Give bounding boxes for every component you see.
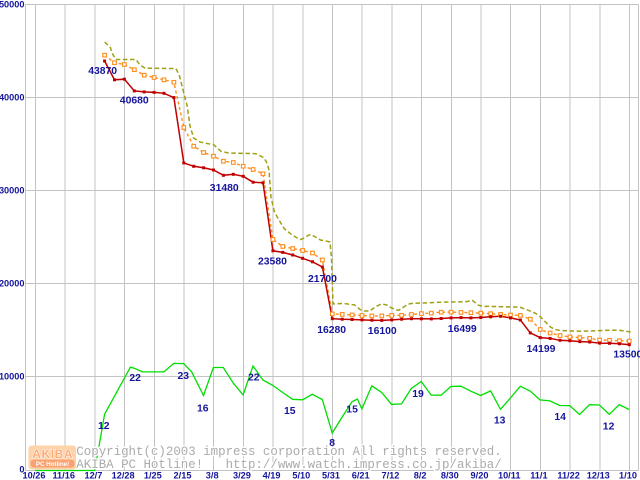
svg-text:10/26: 10/26 — [23, 471, 46, 480]
svg-text:30000: 30000 — [0, 186, 25, 196]
svg-text:20000: 20000 — [0, 279, 25, 289]
svg-text:12/7: 12/7 — [84, 471, 102, 480]
svg-text:3/29: 3/29 — [233, 471, 251, 480]
svg-text:12/13: 12/13 — [587, 471, 610, 480]
svg-text:11/16: 11/16 — [52, 471, 74, 480]
svg-text:13: 13 — [494, 416, 506, 427]
svg-text:19: 19 — [412, 389, 424, 400]
svg-text:11/1: 11/1 — [530, 471, 547, 480]
svg-text:8/2: 8/2 — [414, 471, 427, 480]
svg-text:AKIBA: AKIBA — [32, 447, 73, 461]
svg-text:0: 0 — [19, 465, 24, 475]
svg-text:7/12: 7/12 — [381, 471, 399, 480]
svg-text:5/31: 5/31 — [322, 471, 340, 480]
svg-text:23: 23 — [178, 371, 190, 382]
svg-text:16100: 16100 — [368, 326, 397, 337]
svg-text:22: 22 — [248, 372, 260, 383]
svg-text:6/21: 6/21 — [352, 471, 370, 480]
svg-text:12/28: 12/28 — [112, 471, 135, 480]
svg-text:10000: 10000 — [0, 372, 25, 382]
svg-text:31480: 31480 — [210, 183, 239, 194]
svg-text:13500: 13500 — [613, 350, 640, 361]
svg-text:15: 15 — [284, 406, 296, 417]
svg-text:AKIBA PC Hotline! http://www: AKIBA PC Hotline! http://www.watch.impre… — [76, 458, 501, 472]
svg-text:5/10: 5/10 — [292, 471, 310, 480]
svg-text:43870: 43870 — [88, 66, 117, 77]
svg-text:11/22: 11/22 — [557, 471, 579, 480]
svg-text:1/25: 1/25 — [144, 471, 162, 480]
svg-text:2/15: 2/15 — [174, 471, 192, 480]
svg-text:10/11: 10/11 — [498, 471, 520, 480]
svg-text:12: 12 — [603, 421, 615, 432]
svg-text:1/10: 1/10 — [619, 471, 637, 480]
svg-text:PC Hotline!: PC Hotline! — [36, 461, 69, 468]
svg-text:14: 14 — [554, 412, 566, 423]
svg-text:8/30: 8/30 — [441, 471, 459, 480]
svg-text:16: 16 — [197, 404, 209, 415]
svg-text:23580: 23580 — [258, 257, 287, 268]
svg-text:3/8: 3/8 — [206, 471, 219, 480]
svg-text:14199: 14199 — [527, 344, 556, 355]
svg-text:40680: 40680 — [120, 96, 149, 107]
svg-text:9/20: 9/20 — [471, 471, 489, 480]
svg-text:Copyright(c)2003 impress corpo: Copyright(c)2003 impress corporation All… — [76, 445, 501, 459]
svg-text:16499: 16499 — [448, 324, 477, 335]
svg-text:50000: 50000 — [0, 0, 25, 10]
svg-text:21700: 21700 — [308, 274, 337, 285]
svg-text:16280: 16280 — [317, 325, 346, 336]
svg-text:4/19: 4/19 — [263, 471, 281, 480]
svg-text:12: 12 — [98, 421, 110, 432]
svg-text:40000: 40000 — [0, 93, 25, 103]
svg-text:15: 15 — [346, 405, 358, 416]
svg-text:22: 22 — [129, 373, 141, 384]
svg-text:8: 8 — [329, 438, 335, 449]
